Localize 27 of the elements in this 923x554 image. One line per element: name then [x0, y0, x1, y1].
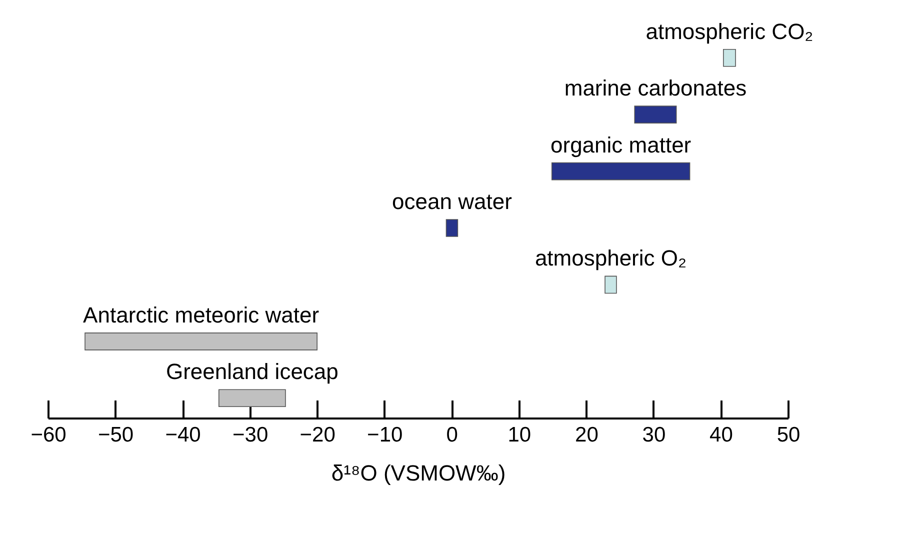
x-tick-label: 20 [575, 424, 598, 446]
x-axis-title: δ¹⁸O (VSMOW‰) [331, 460, 506, 486]
bar [723, 48, 736, 67]
bar [446, 219, 458, 237]
x-tick-label: −30 [232, 424, 268, 446]
y-tick-label: ocean water [392, 189, 512, 214]
x-tick-label: 40 [710, 424, 733, 446]
y-tick-label: atmospheric O₂ [534, 246, 687, 271]
y-tick-label: Greenland icecap [166, 359, 338, 384]
y-tick-label: organic matter [550, 132, 692, 158]
bar [218, 389, 286, 408]
y-tick-label: Antarctic meteoric water [83, 302, 320, 328]
x-tick-label: −40 [165, 424, 201, 446]
x-tick-label: −50 [98, 424, 134, 446]
bar [634, 106, 677, 124]
x-tick-label: 30 [642, 424, 666, 446]
x-tick-label: 0 [446, 424, 458, 446]
y-tick-label: atmospheric CO₂ [646, 18, 814, 44]
bar [84, 332, 318, 350]
x-tick-label: −60 [30, 424, 66, 446]
bar [604, 276, 617, 294]
bar [551, 162, 690, 180]
x-tick-label: −10 [367, 424, 403, 446]
x-tick-label: 10 [508, 424, 532, 446]
x-tick-label: 50 [776, 424, 800, 446]
y-tick-label: marine carbonates [564, 76, 747, 101]
x-tick-label: −20 [300, 424, 336, 446]
